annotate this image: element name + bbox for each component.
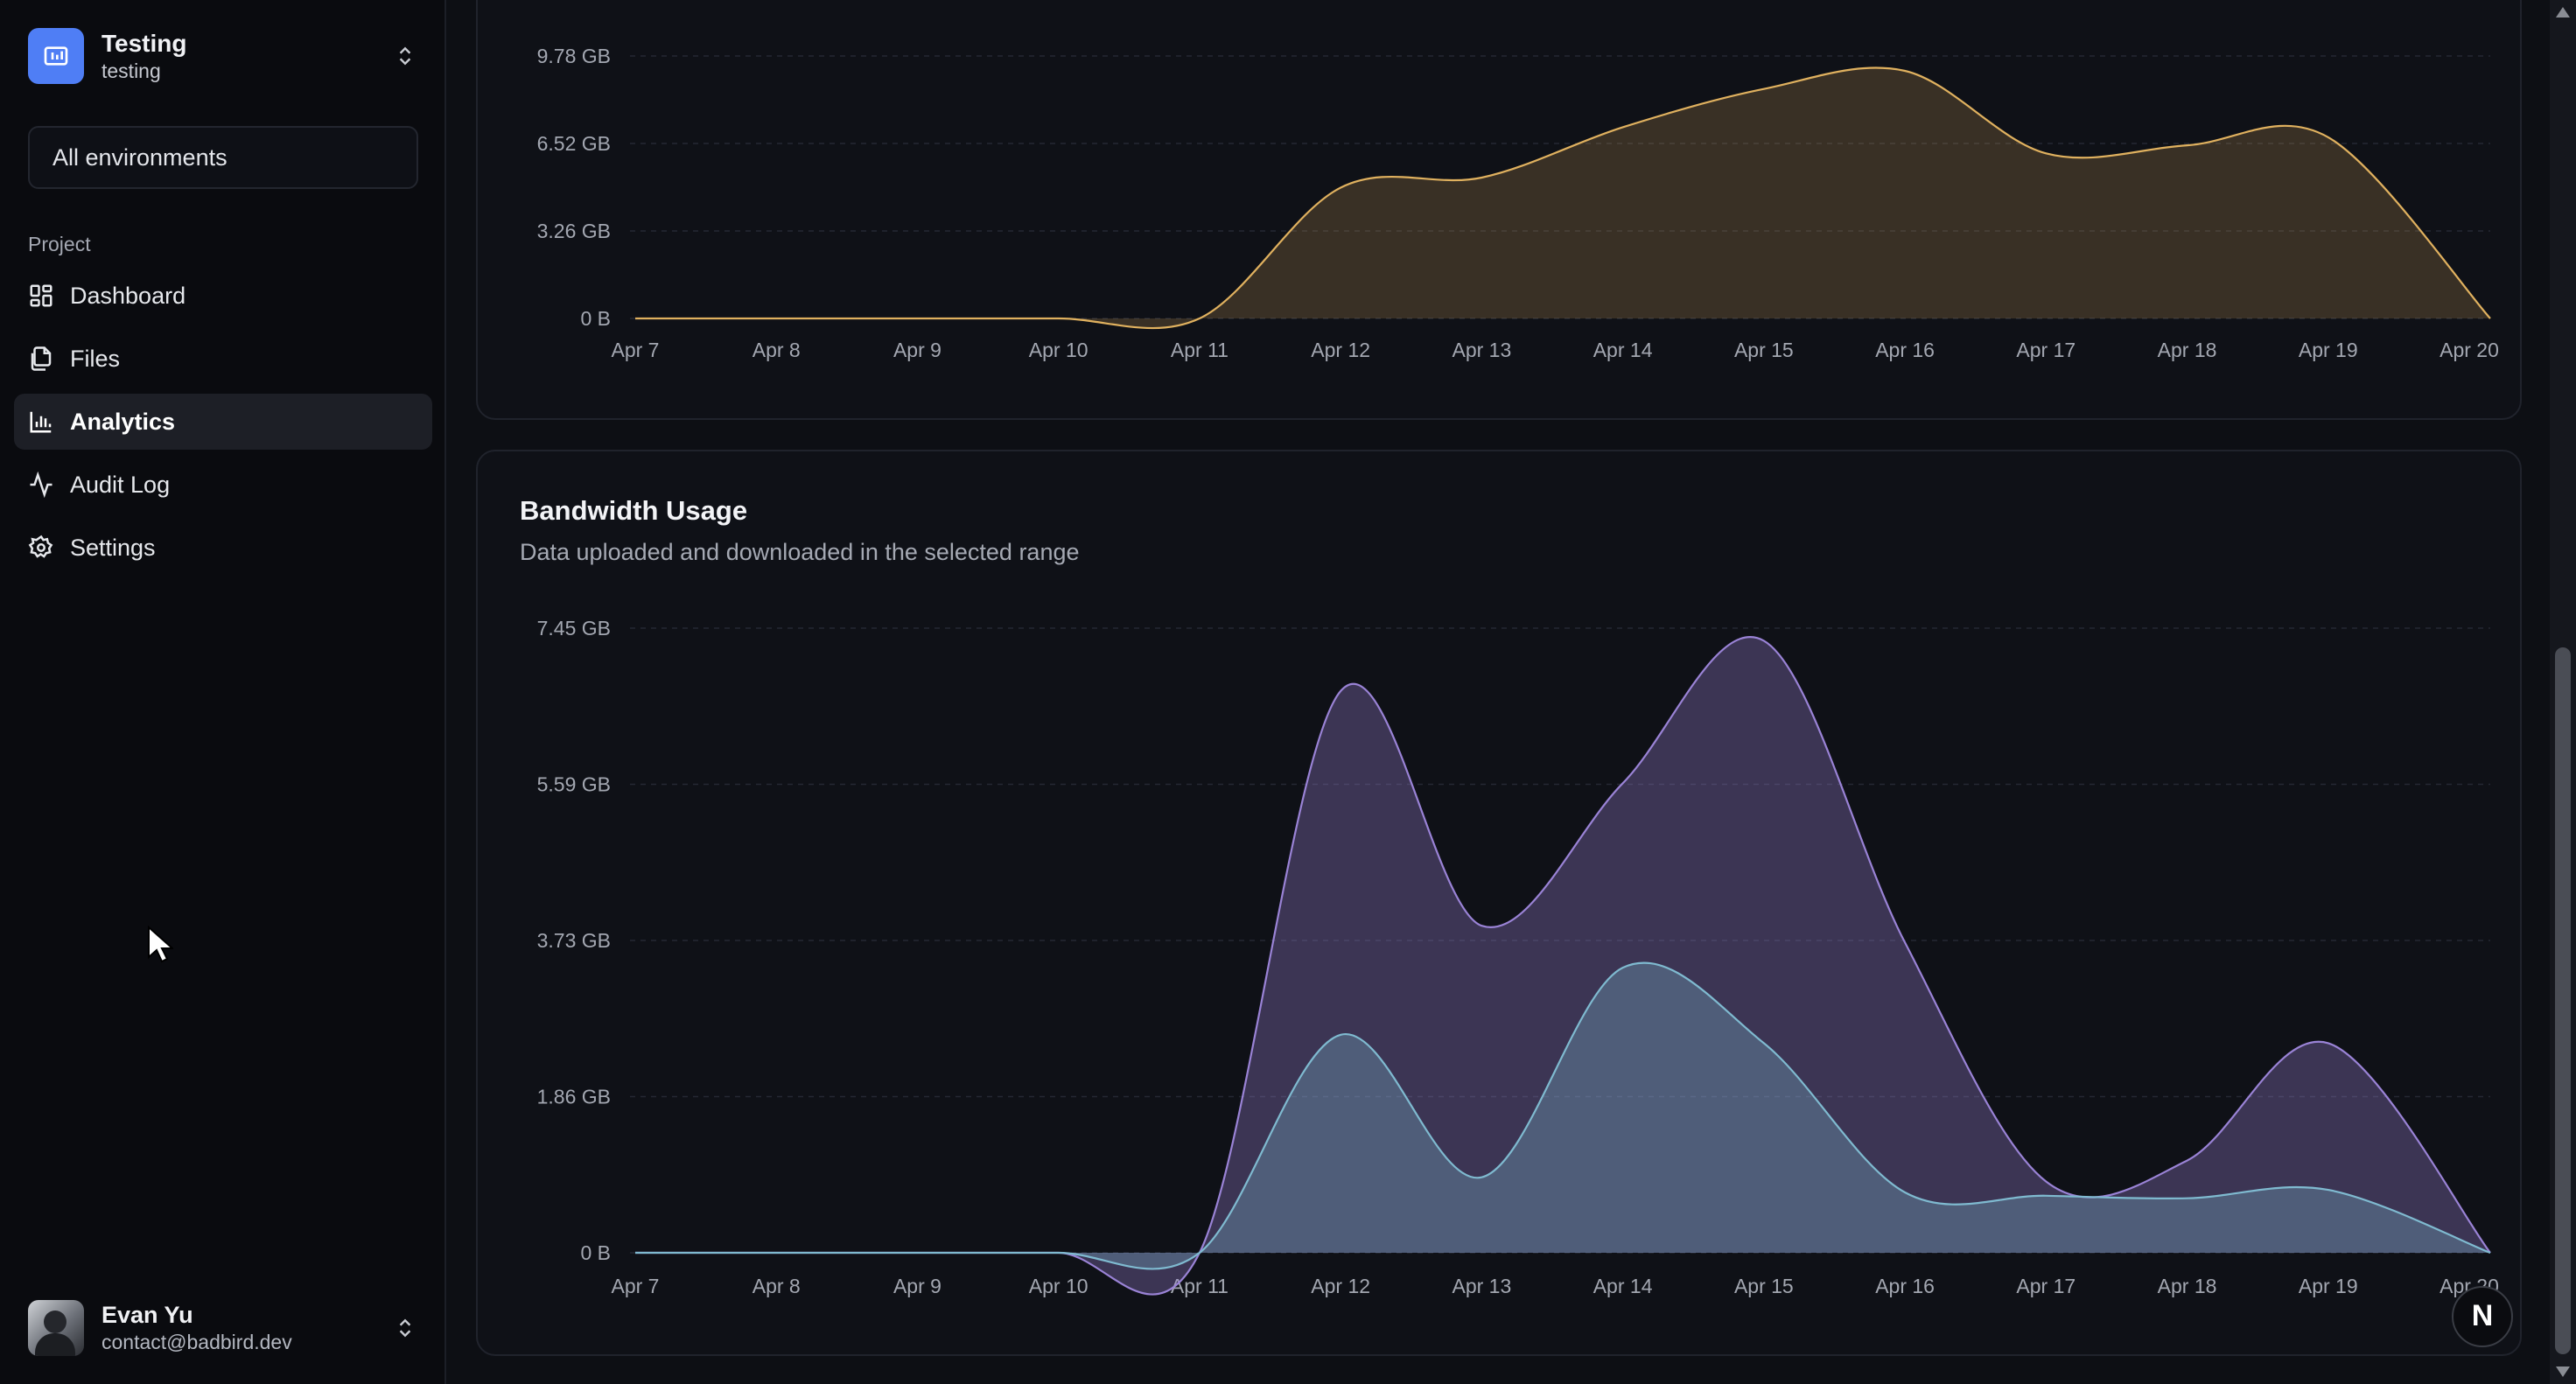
sidebar-item-audit-log[interactable]: Audit Log — [14, 457, 432, 513]
storage-chart-card: 0 B 3.26 GB 6.52 GB 9.78 GB Apr 7 Apr 8 Apr 9 A… — [476, 0, 2522, 420]
y-tick-label: 3.26 GB — [537, 220, 611, 242]
x-tick-label: Apr 19 — [2299, 339, 2358, 361]
x-tick-label: Apr 10 — [1029, 339, 1088, 361]
activity-icon — [30, 472, 52, 498]
project-name: Testing — [102, 30, 187, 57]
storage-area-0 — [635, 67, 2490, 329]
user-name: Evan Yu — [102, 1302, 193, 1328]
x-tick-label: Apr 10 — [1029, 1275, 1088, 1297]
scroll-up-icon[interactable] — [2556, 7, 2570, 17]
y-tick-label: 7.45 GB — [537, 617, 611, 640]
x-tick-label: Apr 12 — [1311, 1275, 1370, 1297]
bandwidth-chart: 0 B 1.86 GB 3.73 GB 5.59 GB 7.45 GB Apr 7 Apr … — [537, 617, 2499, 1297]
project-logo-icon — [28, 28, 84, 84]
y-tick-label: 0 B — [580, 307, 611, 330]
x-tick-label: Apr 14 — [1593, 339, 1653, 361]
user-email: contact@badbird.dev — [102, 1331, 292, 1353]
sidebar-item-label: Files — [70, 345, 121, 372]
x-tick-label: Apr 9 — [893, 1275, 942, 1297]
gear-icon — [28, 535, 53, 558]
sidebar-item-files[interactable]: Files — [14, 331, 432, 387]
x-tick-label: Apr 14 — [1593, 1275, 1653, 1297]
mouse-cursor-icon — [148, 926, 173, 963]
x-tick-label: Apr 7 — [612, 339, 660, 361]
project-slug: testing — [102, 59, 161, 82]
sidebar-item-label: Dashboard — [70, 282, 186, 309]
sidebar-item-label: Analytics — [70, 408, 176, 435]
card-title: Bandwidth Usage — [520, 495, 748, 526]
bar-chart-icon — [30, 411, 52, 433]
storage-chart: 0 B 3.26 GB 6.52 GB 9.78 GB Apr 7 Apr 8 Apr 9 A… — [537, 45, 2499, 361]
x-tick-label: Apr 18 — [2158, 1275, 2217, 1297]
x-tick-label: Apr 8 — [752, 339, 801, 361]
card-description: Data uploaded and downloaded in the sele… — [520, 539, 1080, 565]
x-tick-label: Apr 19 — [2299, 1275, 2358, 1297]
y-tick-label: 9.78 GB — [537, 45, 611, 67]
x-tick-label: Apr 12 — [1311, 339, 1370, 361]
x-tick-label: Apr 17 — [2016, 1275, 2076, 1297]
x-tick-label: Apr 11 — [1171, 1275, 1228, 1297]
sidebar-nav: Dashboard Files Analytics Audit Log Sett… — [14, 268, 432, 583]
x-tick-label: Apr 9 — [893, 339, 942, 361]
sidebar-item-label: Audit Log — [70, 471, 171, 498]
y-tick-label: 0 B — [580, 1241, 611, 1264]
grid-icon — [30, 284, 52, 307]
chevrons-up-down-icon — [399, 46, 411, 66]
x-tick-label: Apr 7 — [612, 1275, 660, 1297]
project-switcher[interactable]: Testing testing — [28, 26, 422, 86]
user-menu[interactable]: Evan Yu contact@badbird.dev — [28, 1298, 422, 1358]
x-tick-label: Apr 17 — [2016, 339, 2076, 361]
x-tick-label: Apr 15 — [1734, 1275, 1794, 1297]
scrollbar-thumb[interactable] — [2555, 647, 2571, 1354]
bandwidth-area-0 — [635, 637, 2490, 1295]
bandwidth-chart-card: Bandwidth Usage Data uploaded and downlo… — [476, 450, 2522, 1356]
x-tick-label: Apr 8 — [752, 1275, 801, 1297]
section-label: Project — [28, 233, 91, 255]
y-tick-label: 1.86 GB — [537, 1086, 611, 1108]
bandwidth-area-1 — [635, 962, 2490, 1269]
y-tick-label: 3.73 GB — [537, 929, 611, 952]
x-tick-label: Apr 18 — [2158, 339, 2217, 361]
x-tick-label: Apr 16 — [1875, 339, 1935, 361]
x-tick-label: Apr 11 — [1171, 339, 1228, 361]
scroll-down-icon[interactable] — [2556, 1367, 2570, 1377]
x-tick-label: Apr 13 — [1452, 339, 1512, 361]
chevrons-up-down-icon — [399, 1318, 411, 1338]
x-tick-label: Apr 20 — [2440, 339, 2499, 361]
sidebar: Testing testing All environments Project… — [0, 0, 446, 1384]
scrollbar[interactable] — [2550, 0, 2576, 1384]
sidebar-item-dashboard[interactable]: Dashboard — [14, 268, 432, 324]
y-tick-label: 6.52 GB — [537, 132, 611, 155]
bandwidth-line-1 — [634, 961, 2491, 1270]
files-icon — [31, 346, 52, 371]
avatar — [28, 1300, 84, 1356]
x-tick-label: Apr 13 — [1452, 1275, 1512, 1297]
environment-select[interactable]: All environments — [28, 126, 418, 189]
sidebar-item-settings[interactable]: Settings — [14, 520, 432, 576]
x-tick-label: Apr 15 — [1734, 339, 1794, 361]
y-tick-label: 5.59 GB — [537, 773, 611, 796]
dev-tools-button[interactable]: N — [2452, 1286, 2513, 1347]
sidebar-item-analytics[interactable]: Analytics — [14, 394, 432, 450]
sidebar-item-label: Settings — [70, 534, 156, 561]
x-tick-label: Apr 16 — [1875, 1275, 1935, 1297]
storage-line-0 — [635, 66, 2491, 330]
